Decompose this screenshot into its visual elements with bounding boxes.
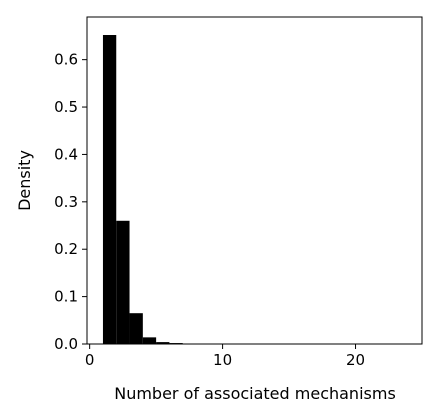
histogram-bars	[102, 35, 210, 345]
y-axis-label: Density	[15, 150, 34, 211]
histogram-bar-5	[156, 342, 170, 344]
y-tick-label: 0.3	[54, 193, 78, 211]
y-tick-label: 0.5	[54, 98, 78, 116]
histogram-bar-4	[142, 337, 157, 344]
histogram-bar-2	[116, 220, 130, 344]
y-tick-label: 0.4	[54, 145, 78, 163]
histogram-bar-1	[102, 35, 117, 344]
y-tick-label: 0.1	[54, 288, 78, 306]
y-tick-label: 0.0	[54, 335, 78, 353]
y-tick-label: 0.6	[54, 51, 78, 69]
y-tick-label: 0.2	[54, 240, 78, 258]
x-tick-label: 10	[213, 351, 232, 369]
plot-frame	[86, 16, 423, 345]
x-axis-label: Number of associated mechanisms	[114, 384, 396, 403]
x-tick-label: 0	[85, 351, 95, 369]
x-axis-ticks: 0 10 20	[85, 344, 365, 369]
x-tick-label: 20	[346, 351, 365, 369]
histogram-bar-3	[129, 313, 143, 344]
y-axis-ticks: 0.0 0.1 0.2 0.3 0.4 0.5 0.6	[54, 51, 87, 353]
